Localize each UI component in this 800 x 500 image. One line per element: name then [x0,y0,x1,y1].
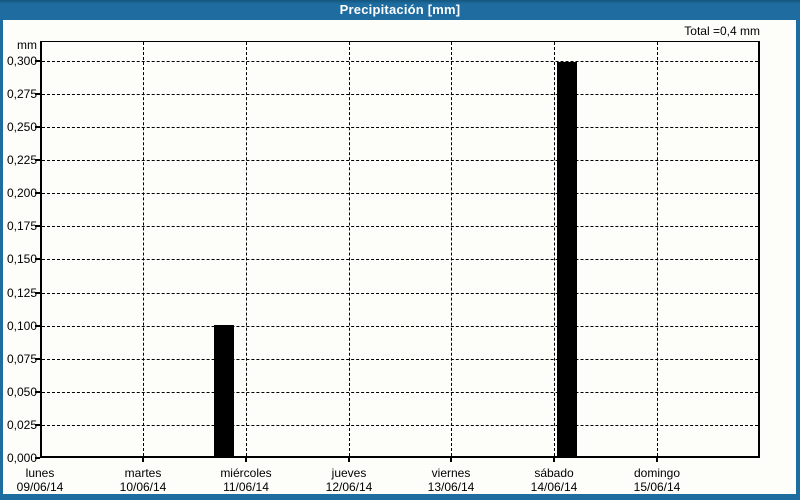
y-tick-mark [35,258,40,260]
gridline-horizontal [42,259,758,260]
x-tick-mark [142,458,144,462]
y-tick-label: 0,075 [6,352,37,366]
frame-border-bottom [0,494,800,500]
gridline-horizontal [42,160,758,161]
y-tick-mark [35,325,40,327]
day-name: miércoles [220,466,272,480]
y-tick-mark [35,126,40,128]
day-name: jueves [331,466,367,480]
day-date: 12/06/14 [325,480,373,494]
gridline-horizontal [42,392,758,393]
gridline-vertical [349,42,350,456]
day-name: lunes [25,466,55,480]
x-day-label: domingo 15/06/14 [602,466,712,494]
x-day-label: viernes 13/06/14 [396,466,506,494]
precipitation-bar [214,325,234,456]
gridline-horizontal [42,226,758,227]
gridline-vertical [657,42,658,456]
y-tick-mark [35,225,40,227]
gridline-vertical [143,42,144,456]
x-day-label: sábado 14/06/14 [499,466,609,494]
y-tick-mark [35,292,40,294]
y-tick-mark [35,60,40,62]
frame-border-right [796,20,800,500]
x-day-label: miércoles 11/06/14 [191,466,301,494]
gridline-horizontal [42,193,758,194]
gridline-vertical [554,42,555,456]
y-tick-label: 0,300 [6,54,37,68]
precipitation-bar [557,62,577,456]
y-axis-unit-label: mm [17,38,37,52]
x-day-label: martes 10/06/14 [88,466,198,494]
y-tick-label: 0,250 [6,120,37,134]
window-titlebar: Precipitación [mm] [0,0,800,20]
gridline-horizontal [42,293,758,294]
y-tick-mark [35,391,40,393]
gridline-horizontal [42,94,758,95]
day-name: viernes [431,466,471,480]
gridline-vertical [451,42,452,456]
y-tick-mark [35,457,40,459]
y-tick-label: 0,275 [6,87,37,101]
y-tick-label: 0,175 [6,219,37,233]
y-tick-label: 0,150 [6,252,37,266]
y-tick-mark [35,159,40,161]
x-tick-mark [553,458,555,462]
day-date: 14/06/14 [530,480,578,494]
window-title: Precipitación [mm] [339,2,461,17]
y-tick-mark [35,358,40,360]
y-tick-mark [35,192,40,194]
gridline-horizontal [42,127,758,128]
y-tick-label: 0,125 [6,286,37,300]
plot-area [40,41,760,458]
day-name: sábado [534,466,574,480]
x-tick-mark [348,458,350,462]
gridline-horizontal [42,61,758,62]
y-tick-label: 0,225 [6,153,37,167]
gridline-horizontal [42,425,758,426]
y-tick-mark [35,424,40,426]
day-date: 15/06/14 [633,480,681,494]
day-date: 13/06/14 [427,480,475,494]
gridline-vertical [246,42,247,456]
day-date: 09/06/14 [16,480,64,494]
day-name: martes [124,466,162,480]
gridline-horizontal [42,326,758,327]
x-tick-mark [656,458,658,462]
y-tick-label: 0,100 [6,319,37,333]
day-date: 10/06/14 [119,480,167,494]
y-tick-label: 0,000 [6,451,37,465]
x-day-label: jueves 12/06/14 [294,466,404,494]
x-tick-mark [450,458,452,462]
day-name: domingo [633,466,681,480]
x-day-label: lunes 09/06/14 [0,466,95,494]
y-tick-label: 0,200 [6,186,37,200]
y-tick-label: 0,050 [6,385,37,399]
y-tick-mark [35,93,40,95]
x-tick-mark [245,458,247,462]
day-date: 11/06/14 [223,480,269,494]
total-label: Total =0,4 mm [684,24,760,38]
gridline-horizontal [42,359,758,360]
y-tick-label: 0,025 [6,418,37,432]
frame-border-left [0,20,3,500]
